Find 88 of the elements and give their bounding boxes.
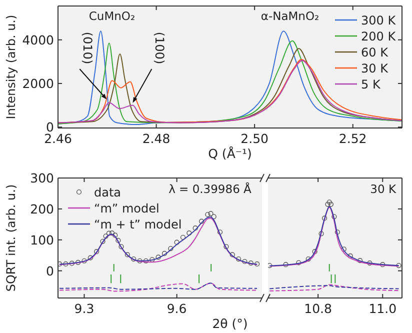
annotation: λ = 0.39986 Å xyxy=(168,182,252,196)
point xyxy=(334,230,340,235)
point xyxy=(341,246,346,252)
point xyxy=(357,258,363,264)
point xyxy=(162,250,168,256)
point xyxy=(217,230,223,235)
point xyxy=(106,230,112,236)
point xyxy=(186,230,192,236)
point xyxy=(242,258,248,264)
point xyxy=(332,214,337,220)
point xyxy=(205,212,210,218)
x-tick-label: 10.8 xyxy=(304,301,332,316)
point xyxy=(69,260,74,266)
annotation: α-NaMnO₂ xyxy=(260,9,320,23)
x-axis-title: Q (Å⁻¹) xyxy=(208,146,252,161)
point xyxy=(211,214,216,220)
point xyxy=(168,246,174,252)
point xyxy=(254,261,260,267)
point xyxy=(283,262,288,268)
point xyxy=(131,256,136,262)
point xyxy=(306,256,311,262)
point xyxy=(116,238,121,244)
y-tick-label: 4000 xyxy=(22,32,54,48)
line-series xyxy=(59,282,258,290)
y-axis-title: Intensity (arb. u.) xyxy=(4,14,18,120)
point xyxy=(325,202,330,207)
legend-label: 60 K xyxy=(361,46,390,60)
point xyxy=(248,260,254,266)
legend-label: 200 K xyxy=(361,30,397,44)
point xyxy=(224,244,229,250)
legend-label: 30 K xyxy=(361,62,390,76)
point xyxy=(76,260,81,265)
point xyxy=(112,232,118,238)
point xyxy=(312,249,318,254)
point xyxy=(367,260,372,266)
point xyxy=(318,231,324,236)
point xyxy=(328,202,334,207)
point xyxy=(137,258,142,264)
point xyxy=(124,252,130,258)
x-tick-label: 9.6 xyxy=(166,301,187,316)
point xyxy=(143,258,149,264)
point xyxy=(63,261,68,267)
point xyxy=(236,256,242,262)
legend-label: “m + t” model xyxy=(94,218,182,232)
point xyxy=(58,261,62,267)
point xyxy=(100,238,106,244)
point xyxy=(118,244,124,250)
annotation: 30 K xyxy=(370,182,396,196)
point xyxy=(380,262,386,268)
y-axis-title: SQRT int. (arb. u.) xyxy=(4,184,18,292)
point xyxy=(208,211,214,216)
x-tick-label: 9.3 xyxy=(74,301,94,316)
annotation: CuMnO₂ xyxy=(88,9,136,23)
point xyxy=(268,262,272,268)
y-tick-label: 300 xyxy=(30,170,54,186)
point xyxy=(322,216,328,221)
point xyxy=(150,257,155,262)
point xyxy=(348,253,353,258)
x-tick-label: 2.48 xyxy=(142,131,170,146)
annotation: (100) xyxy=(152,32,167,64)
point xyxy=(198,218,204,224)
y-tick-label: 0 xyxy=(46,263,54,278)
x-axis-title: 2θ (°) xyxy=(212,316,248,331)
point xyxy=(103,234,108,239)
point xyxy=(94,249,100,254)
point xyxy=(396,262,402,268)
legend-label: data xyxy=(94,186,122,200)
line-series xyxy=(59,282,258,292)
y-tick-label: 2000 xyxy=(22,76,54,91)
point xyxy=(174,240,180,245)
point xyxy=(88,255,93,260)
point xyxy=(180,234,186,240)
x-tick-label: 2.52 xyxy=(338,131,367,146)
legend-label: “m” model xyxy=(94,202,160,216)
point xyxy=(230,252,235,258)
legend-label: 5 K xyxy=(361,78,382,92)
point xyxy=(326,200,332,205)
annotation: (010) xyxy=(80,32,95,64)
point xyxy=(109,230,115,236)
x-tick-label: 11.0 xyxy=(368,301,397,316)
point xyxy=(82,258,87,264)
x-tick-label: 2.50 xyxy=(240,131,269,146)
legend-label: 300 K xyxy=(361,14,397,28)
point xyxy=(192,226,198,231)
point xyxy=(156,254,161,260)
y-tick-label: 100 xyxy=(30,232,54,248)
point xyxy=(296,260,302,266)
y-tick-label: 200 xyxy=(30,201,54,216)
